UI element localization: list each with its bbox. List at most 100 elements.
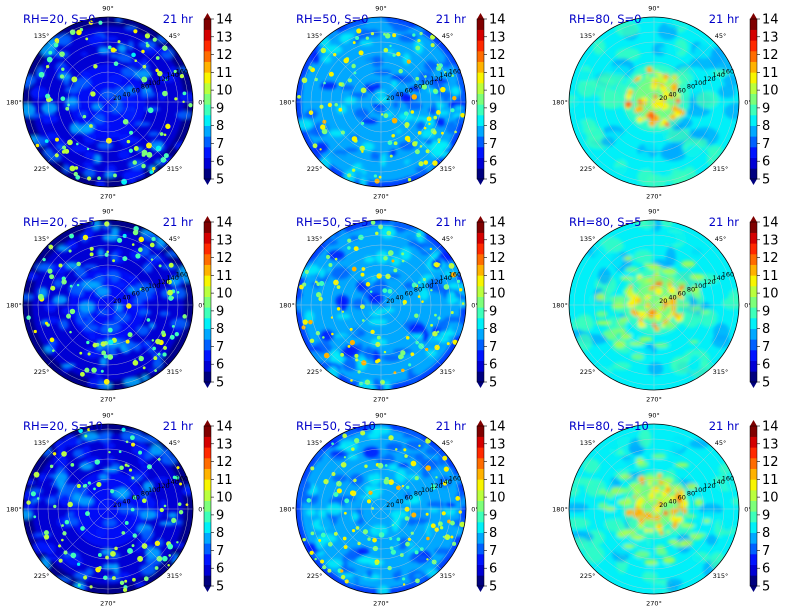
angle-label: 270°	[646, 193, 662, 201]
colorbar-tick-label: 6	[489, 358, 497, 373]
radial-label: 40	[668, 497, 676, 505]
colorbar-segment	[204, 543, 211, 555]
colorbar-segment	[477, 275, 484, 287]
colorbar-tick-label: 11	[489, 473, 506, 488]
radial-label: 100	[694, 79, 706, 87]
colorbar-tick-label: 9	[216, 101, 224, 116]
colorbar-extend-min	[477, 179, 484, 185]
colorbar-tick-label: 13	[216, 30, 233, 45]
colorbar-segment	[477, 115, 484, 126]
colorbar-segment	[204, 19, 211, 30]
colorbar-segment	[204, 436, 211, 448]
colorbar-extend-min	[204, 179, 211, 185]
colorbar-segment	[750, 286, 757, 297]
colorbar-tick-label: 11	[216, 66, 233, 81]
angle-label: 225°	[34, 572, 50, 580]
colorbar-tick-label: 6	[489, 562, 497, 577]
colorbar-segment	[204, 468, 211, 480]
colorbar-tick-label: 14	[762, 420, 779, 435]
colorbar-tick-label: 10	[216, 287, 233, 302]
colorbar-segment	[204, 554, 211, 565]
radial-label: 40	[395, 90, 403, 98]
colorbar-segment	[750, 157, 757, 169]
colorbar-segment	[204, 93, 211, 105]
colorbar-segment	[750, 447, 757, 459]
panel-time-label: 21 hr	[163, 12, 194, 26]
radial-label: 160	[176, 67, 188, 75]
panel-title: RH=50, S=0	[296, 12, 368, 26]
angle-label: 90°	[375, 5, 387, 13]
colorbar-tick-label: 14	[489, 216, 506, 231]
colorbar-segment	[750, 511, 757, 523]
colorbar-segment	[204, 532, 211, 544]
colorbar-tick-label: 14	[216, 420, 233, 435]
colorbar-segment	[204, 360, 211, 372]
colorbar-segment	[750, 19, 757, 30]
colorbar-segment	[750, 264, 757, 276]
field-layer	[296, 220, 466, 390]
radial-label: 60	[405, 494, 413, 502]
colorbar-tick-label: 7	[489, 137, 497, 152]
colorbar-segment	[750, 61, 757, 73]
colorbar-extend-min	[750, 382, 757, 388]
colorbar-segment	[477, 564, 484, 576]
colorbar-segment	[204, 575, 211, 587]
radial-label: 100	[148, 282, 160, 290]
colorbar-segment	[204, 254, 211, 265]
colorbar-segment	[750, 468, 757, 480]
colorbar-segment	[750, 168, 757, 180]
radial-label: 80	[687, 286, 695, 294]
angle-label: 225°	[34, 165, 50, 173]
angle-label: 315°	[167, 368, 183, 376]
radial-label: 60	[678, 290, 686, 298]
panel-title: RH=20, S=5	[23, 215, 95, 229]
colorbar-segment	[477, 328, 484, 340]
colorbar-tick-label: 6	[216, 155, 224, 170]
colorbar-segment	[750, 522, 757, 533]
panel-title: RH=80, S=0	[569, 12, 641, 26]
radial-label: 160	[722, 67, 734, 75]
radial-label: 100	[421, 79, 433, 87]
colorbar-tick-label: 9	[762, 304, 770, 319]
colorbar-tick-label: 5	[489, 376, 497, 391]
colorbar-segment	[477, 479, 484, 491]
colorbar-segment	[750, 339, 757, 351]
colorbar-tick-label: 6	[762, 562, 770, 577]
colorbar-tick-label: 9	[489, 304, 497, 319]
polar-grid	[23, 17, 193, 187]
radial-label: 20	[386, 297, 394, 305]
colorbar-segment	[477, 93, 484, 105]
angle-label: 135°	[580, 439, 596, 447]
panel-time-label: 21 hr	[709, 12, 740, 26]
colorbar-segment	[204, 275, 211, 287]
colorbar: 5 6 7 8 9 10 11 12 13 14	[749, 216, 779, 391]
radial-label: 60	[132, 290, 140, 298]
colorbar-segment	[750, 51, 757, 62]
radial-label: 160	[449, 270, 461, 278]
angle-label: 0°	[471, 302, 478, 310]
colorbar-tick-label: 10	[762, 84, 779, 99]
radial-label: 160	[176, 474, 188, 482]
colorbar-segment	[204, 447, 211, 459]
colorbar-extend-max	[750, 13, 757, 19]
field-layer	[569, 220, 739, 390]
angle-label: 90°	[648, 208, 660, 216]
colorbar-segment	[477, 522, 484, 533]
radial-label: 120	[430, 482, 442, 490]
colorbar-segment	[477, 339, 484, 351]
colorbar-segment	[204, 40, 211, 52]
angle-label: 135°	[34, 235, 50, 243]
colorbar-segment	[750, 328, 757, 340]
colorbar-segment	[204, 157, 211, 169]
colorbar-tick-label: 11	[762, 66, 779, 81]
colorbar-segment	[477, 232, 484, 244]
colorbar-segment	[477, 458, 484, 469]
colorbar-tick-label: 12	[216, 48, 233, 63]
radial-label: 160	[176, 270, 188, 278]
colorbar: 5 6 7 8 9 10 11 12 13 14	[203, 216, 233, 391]
colorbar-segment	[477, 243, 484, 255]
colorbar-tick-label: 7	[762, 544, 770, 559]
angle-label: 45°	[442, 439, 454, 447]
colorbar-segment	[750, 254, 757, 265]
colorbar-segment	[204, 328, 211, 340]
